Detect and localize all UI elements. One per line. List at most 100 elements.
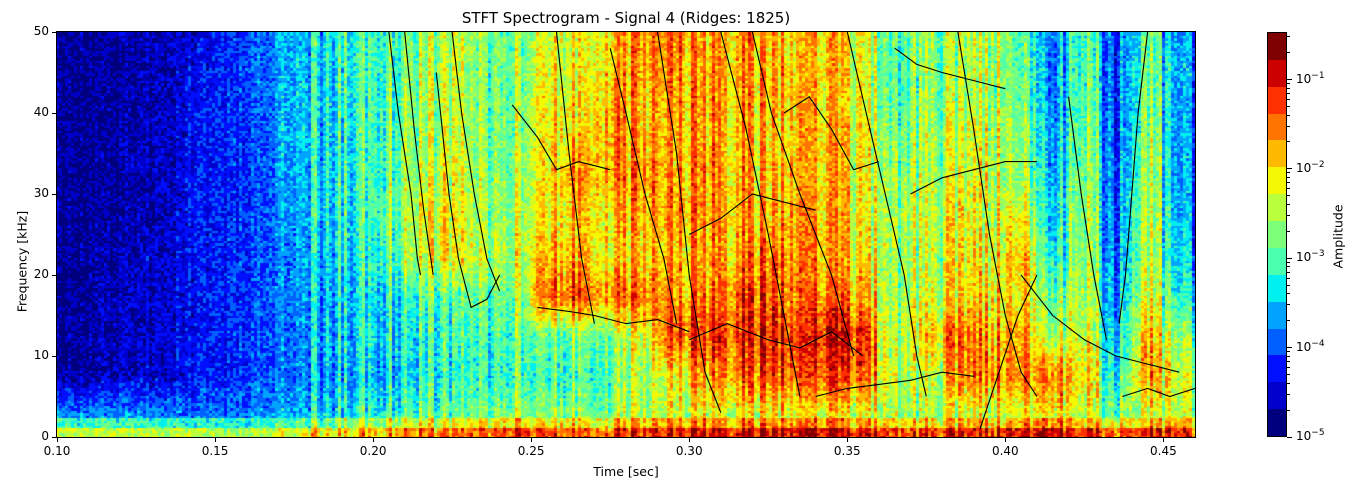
- colorbar-minor-tick: [1287, 320, 1290, 322]
- colorbar-minor-tick: [1287, 177, 1290, 179]
- chart-title: STFT Spectrogram - Signal 4 (Ridges: 182…: [461, 9, 791, 27]
- x-axis-label: Time [sec]: [593, 464, 659, 479]
- y-tick: [52, 193, 57, 195]
- colorbar-minor-tick: [1287, 83, 1290, 85]
- colorbar-minor-tick: [1287, 203, 1290, 205]
- y-tick-label: 50: [33, 24, 49, 38]
- colorbar-level: [1268, 194, 1286, 222]
- colorbar-major-tick: [1287, 257, 1292, 259]
- colorbar-major-tick: [1287, 168, 1292, 170]
- colorbar-minor-tick: [1287, 382, 1290, 384]
- colorbar-minor-tick: [1287, 52, 1290, 54]
- colorbar-minor-tick: [1287, 182, 1290, 184]
- ridge-line: [657, 32, 722, 413]
- ridge-line: [609, 48, 678, 324]
- x-tick: [1162, 437, 1164, 442]
- ridge-line: [688, 323, 864, 357]
- colorbar-minor-tick: [1287, 98, 1290, 100]
- colorbar-minor-tick: [1287, 360, 1290, 362]
- ridge-line: [751, 32, 855, 357]
- colorbar-level: [1268, 59, 1286, 87]
- colorbar-minor-tick: [1287, 355, 1290, 357]
- ridge-line: [783, 96, 880, 171]
- x-tick: [372, 437, 374, 442]
- colorbar-tick-label: 10−3: [1296, 249, 1325, 265]
- y-tick: [52, 112, 57, 114]
- x-tick: [530, 437, 532, 442]
- ridge-lines: [388, 32, 1195, 430]
- x-tick-label: 0.25: [517, 444, 545, 458]
- colorbar-level: [1268, 301, 1286, 329]
- y-tick-label: 20: [33, 267, 49, 281]
- ridge-line: [720, 32, 801, 397]
- y-tick-label: 0: [41, 429, 49, 443]
- colorbar-minor-tick: [1287, 409, 1290, 411]
- ridge-line: [1118, 32, 1149, 324]
- ridge-line: [537, 306, 690, 333]
- colorbar: [1267, 32, 1287, 437]
- colorbar-minor-tick: [1287, 141, 1290, 143]
- x-tick-label: 0.40: [991, 444, 1019, 458]
- x-tick-label: 0.10: [43, 444, 71, 458]
- y-tick: [52, 355, 57, 357]
- x-tick: [56, 437, 58, 442]
- ridge-line: [1068, 96, 1108, 340]
- colorbar-tick-label: 10−2: [1296, 159, 1325, 175]
- y-tick: [52, 436, 57, 438]
- colorbar-minor-tick: [1287, 195, 1290, 197]
- colorbar-level: [1268, 328, 1286, 356]
- colorbar-level: [1268, 33, 1286, 60]
- colorbar-minor-tick: [1287, 266, 1290, 268]
- ridge-line: [894, 47, 1006, 90]
- x-tick: [1004, 437, 1006, 442]
- y-tick-label: 10: [33, 348, 49, 362]
- colorbar-minor-tick: [1287, 261, 1290, 263]
- colorbar-minor-tick: [1287, 393, 1290, 395]
- x-tick: [688, 437, 690, 442]
- colorbar-minor-tick: [1287, 230, 1290, 232]
- colorbar-minor-tick: [1287, 114, 1290, 116]
- colorbar-major-tick: [1287, 436, 1292, 438]
- colorbar-level: [1268, 355, 1286, 383]
- colorbar-level: [1268, 86, 1286, 114]
- colorbar-tick-label: 10−5: [1296, 428, 1325, 443]
- ridge-line: [957, 32, 1038, 397]
- ridge-line: [688, 193, 816, 235]
- ridge-line: [1020, 274, 1180, 373]
- colorbar-minor-tick: [1287, 277, 1290, 279]
- colorbar-tick-label: 10−4: [1296, 338, 1325, 354]
- y-axis-label: Frequency [kHz]: [14, 210, 30, 313]
- ridge-line: [451, 32, 501, 292]
- ridge-line: [555, 32, 595, 324]
- colorbar-minor-tick: [1287, 304, 1290, 306]
- ridge-line: [979, 274, 1038, 430]
- colorbar-minor-tick: [1287, 87, 1290, 89]
- colorbar-minor-tick: [1287, 351, 1290, 353]
- colorbar-minor-tick: [1287, 284, 1290, 286]
- x-tick-label: 0.15: [201, 444, 229, 458]
- colorbar-level: [1268, 113, 1286, 141]
- colorbar-minor-tick: [1287, 271, 1290, 273]
- y-tick: [52, 274, 57, 276]
- colorbar-tick-label: 10−1: [1296, 70, 1325, 86]
- x-tick-label: 0.20: [359, 444, 387, 458]
- colorbar-minor-tick: [1287, 366, 1290, 368]
- y-tick-label: 40: [33, 105, 49, 119]
- colorbar-minor-tick: [1287, 36, 1290, 38]
- colorbar-level: [1268, 167, 1286, 195]
- ridge-line: [511, 104, 611, 171]
- x-tick: [846, 437, 848, 442]
- spectrogram-heatmap: [57, 32, 1195, 437]
- colorbar-level: [1268, 140, 1286, 168]
- ridge-line: [404, 32, 434, 276]
- ridge-line: [846, 32, 927, 397]
- x-tick-label: 0.30: [675, 444, 703, 458]
- x-tick-label: 0.35: [833, 444, 861, 458]
- colorbar-minor-tick: [1287, 215, 1290, 217]
- colorbar-label: Amplitude: [1330, 204, 1346, 269]
- colorbar-level: [1268, 274, 1286, 302]
- colorbar-level: [1268, 382, 1286, 410]
- colorbar-level: [1268, 247, 1286, 275]
- colorbar-minor-tick: [1287, 188, 1290, 190]
- colorbar-level: [1268, 221, 1286, 248]
